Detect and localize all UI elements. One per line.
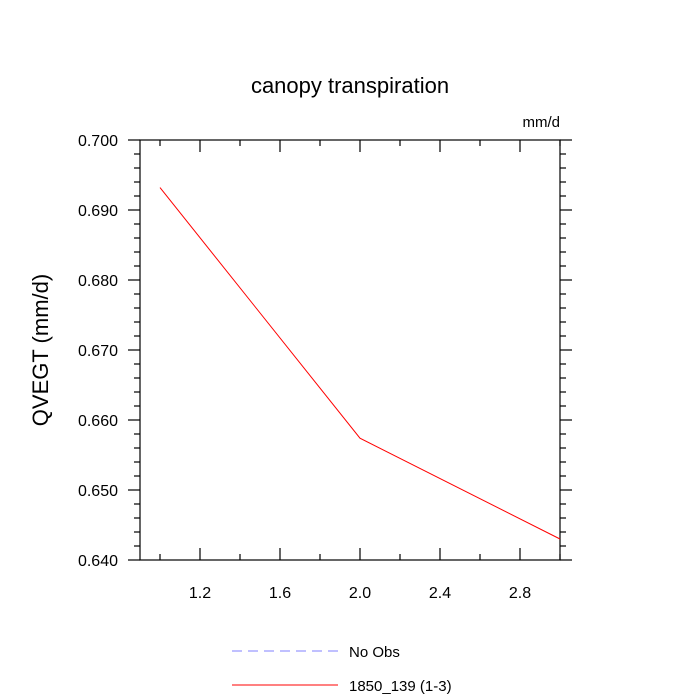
y-tick-label: 0.650: [78, 483, 118, 500]
units-label: mm/d: [523, 114, 561, 131]
axis-ticks: [128, 139, 572, 561]
legend-label: 1850_139 (1-3): [349, 678, 452, 695]
legend-label: No Obs: [349, 644, 400, 661]
y-tick-label: 0.660: [78, 413, 118, 430]
y-tick-label: 0.680: [78, 273, 118, 290]
x-tick-label: 2.8: [509, 585, 531, 602]
series-line-1: [159, 187, 561, 540]
y-tick-label: 0.690: [78, 203, 118, 220]
series-lines: [159, 187, 561, 540]
x-tick-label: 1.6: [269, 585, 291, 602]
x-tick-label: 2.0: [349, 585, 371, 602]
plot-area: 1.2 1.6 2.0 2.4 2.8 0.640 0.650 0.660 0.670 0.680…: [78, 133, 572, 602]
x-tick-label: 1.2: [189, 585, 211, 602]
y-tick-label: 0.640: [78, 553, 118, 570]
y-tick-label: 0.700: [78, 133, 118, 150]
y-axis-label: QVEGT (mm/d): [28, 274, 53, 426]
axis-tick-labels: 1.2 1.6 2.0 2.4 2.8 0.640 0.650 0.660 0.670 0.680…: [78, 133, 531, 602]
chart-title: canopy transpiration: [251, 73, 449, 98]
x-tick-label: 2.4: [429, 585, 451, 602]
plot-frame: [139, 139, 561, 561]
legend: No Obs 1850_139 (1-3): [232, 644, 452, 695]
y-tick-label: 0.670: [78, 343, 118, 360]
